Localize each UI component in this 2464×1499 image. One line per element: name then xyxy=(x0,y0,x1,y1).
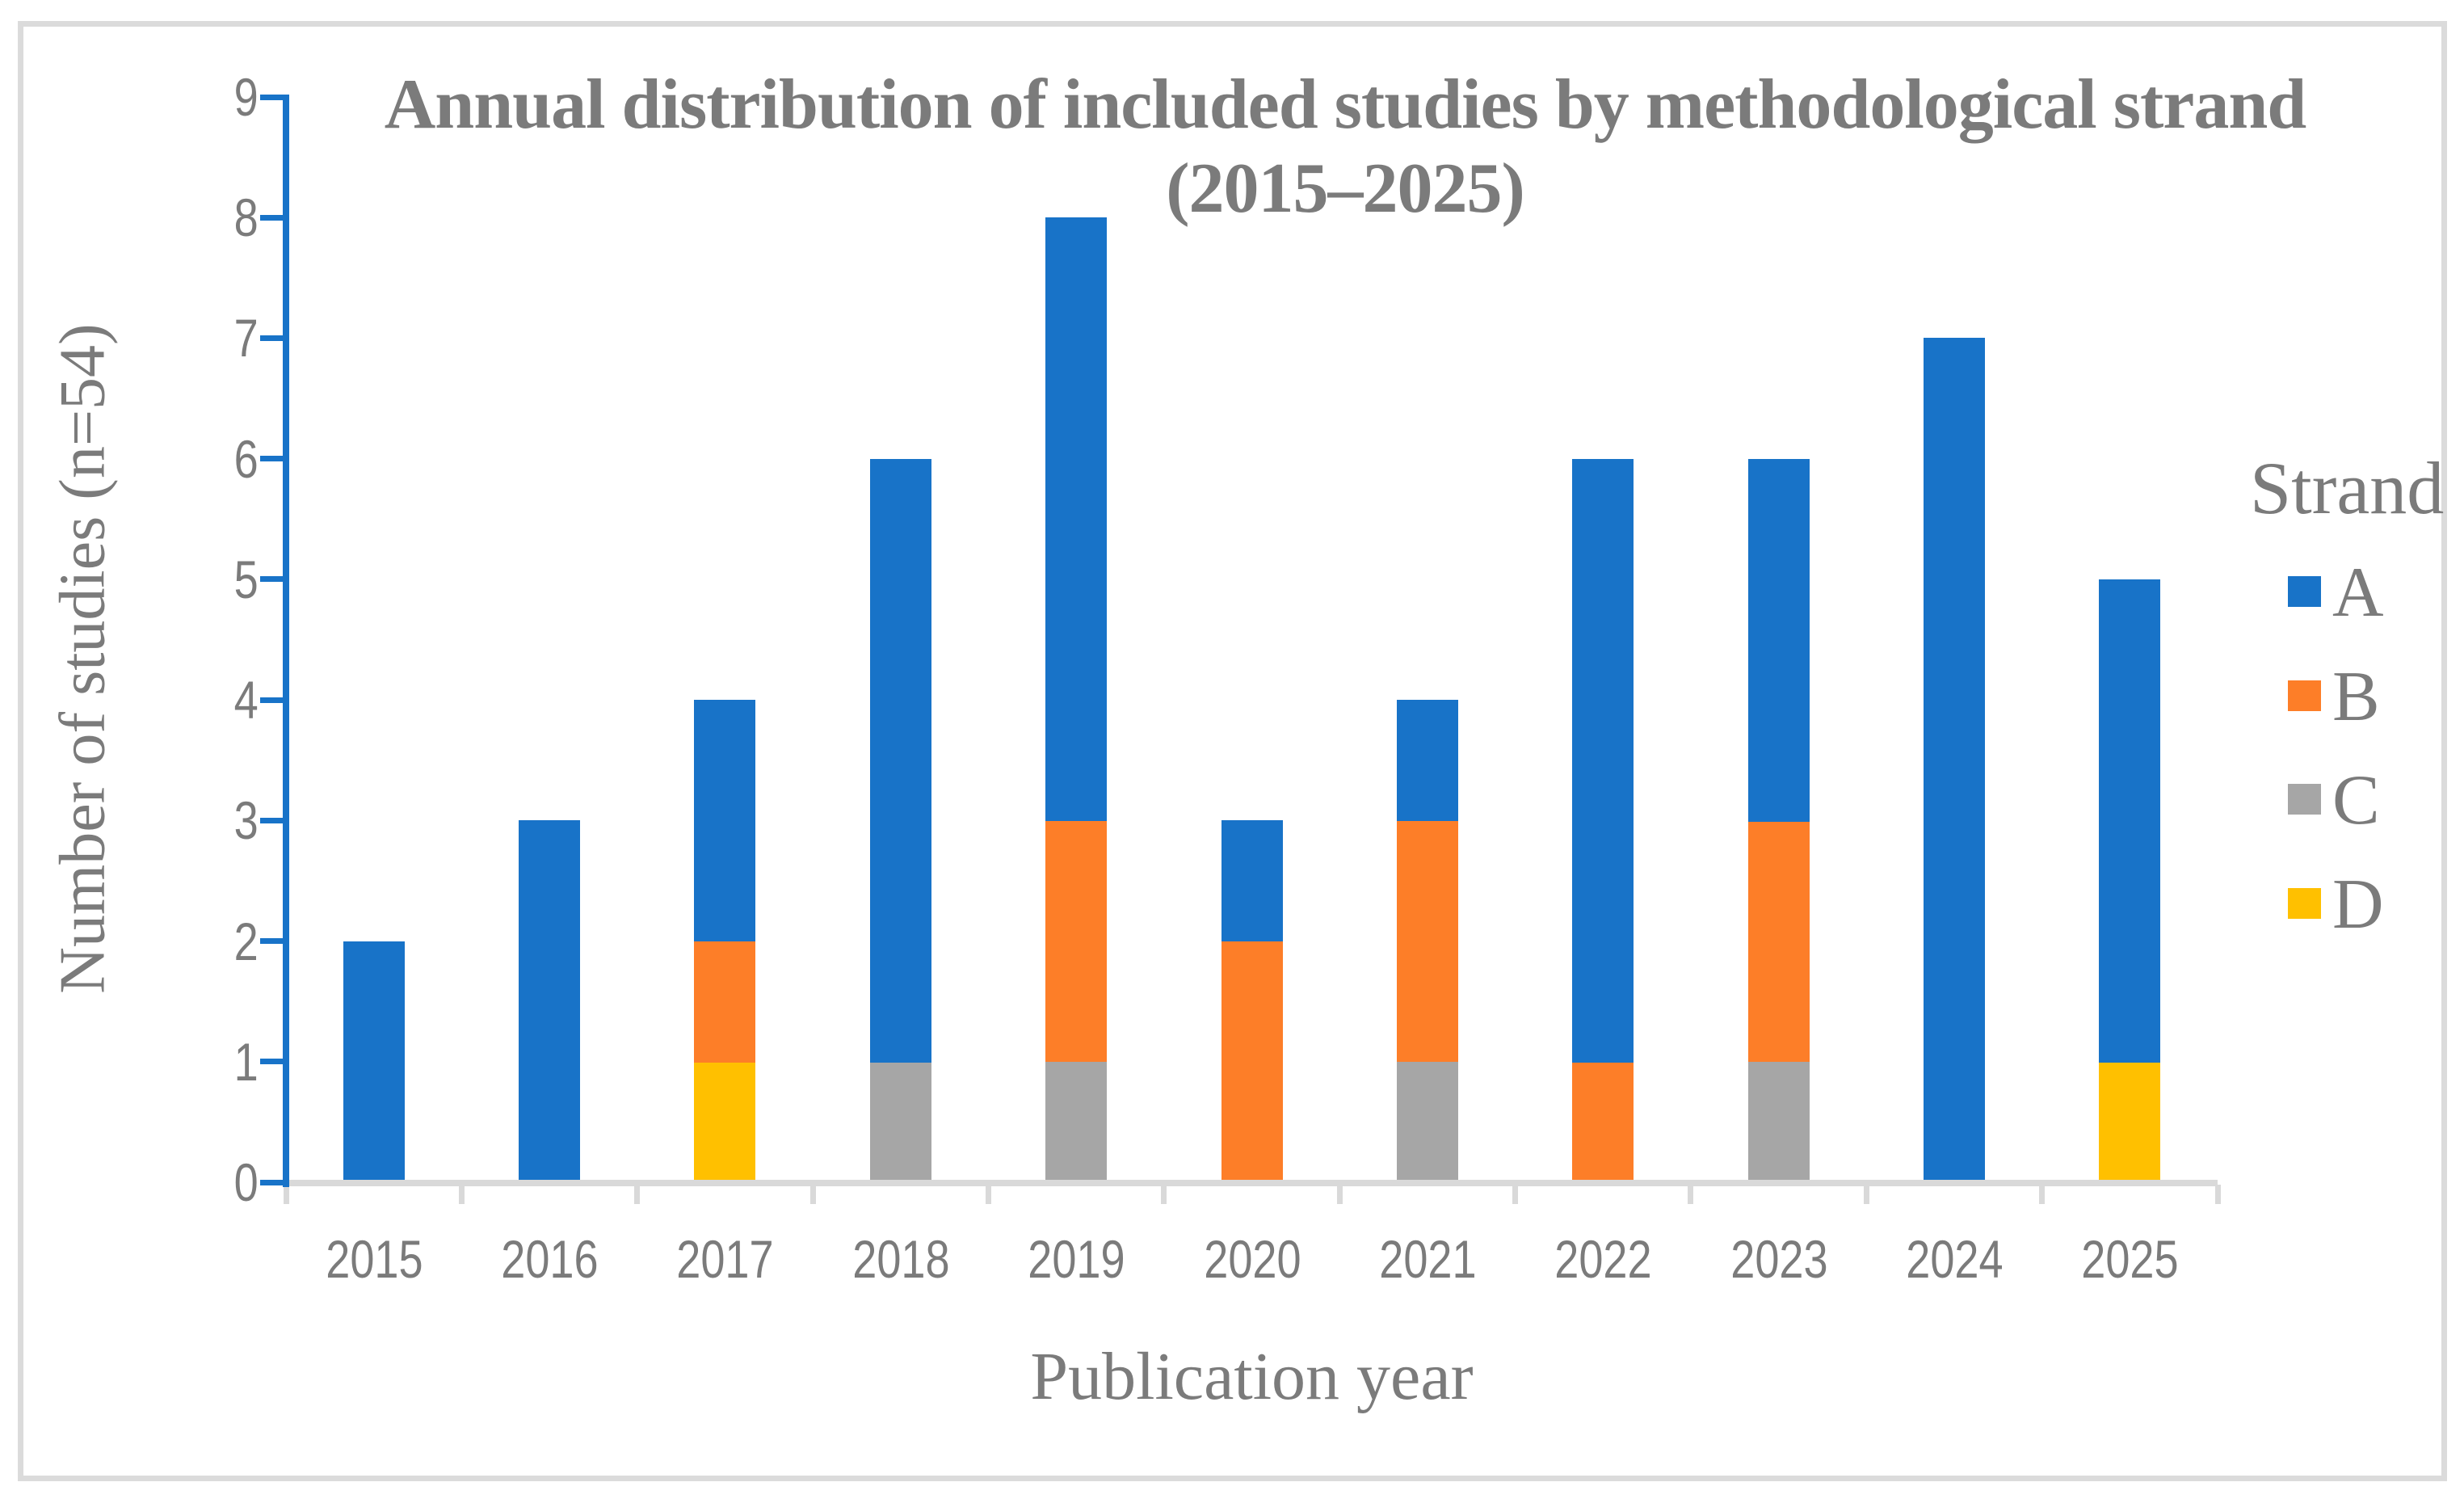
legend-swatch-A xyxy=(2288,576,2321,607)
x-tick-label-2024: 2024 xyxy=(1905,1229,2004,1289)
bar-segment-2019-B xyxy=(1045,820,1107,1062)
x-axis-tick xyxy=(1512,1185,1518,1204)
bar-segment-2020-A xyxy=(1221,820,1283,941)
legend-label-C: C xyxy=(2332,761,2380,840)
y-axis-title: Number of studies (n=54) xyxy=(47,323,119,994)
x-tick-label-2017: 2017 xyxy=(675,1229,774,1289)
bar-segment-2025-A xyxy=(2099,579,2160,1063)
y-tick-label-4: 4 xyxy=(233,670,259,730)
x-tick-label-2015: 2015 xyxy=(325,1229,423,1289)
bar-segment-2021-C xyxy=(1397,1062,1458,1183)
bar-segment-2024-A xyxy=(1924,338,1985,1183)
bar-segment-2016-A xyxy=(519,820,580,1183)
y-axis-tick xyxy=(260,1180,289,1185)
chart-title-line-2: (2015–2025) xyxy=(1166,149,1525,228)
y-axis-tick xyxy=(260,335,289,341)
y-axis-tick xyxy=(260,938,289,944)
x-tick-label-2022: 2022 xyxy=(1554,1229,1652,1289)
x-axis-tick xyxy=(2039,1185,2045,1204)
bar-segment-2017-A xyxy=(694,700,755,941)
bar-segment-2021-A xyxy=(1397,700,1458,821)
bar-segment-2022-A xyxy=(1572,459,1634,1063)
y-axis-tick xyxy=(260,818,289,823)
y-axis-tick xyxy=(260,456,289,461)
x-tick-label-2016: 2016 xyxy=(500,1229,599,1289)
y-axis-tick xyxy=(260,95,289,100)
x-tick-label-2018: 2018 xyxy=(851,1229,950,1289)
legend-label-B: B xyxy=(2332,658,2380,736)
x-axis-line xyxy=(286,1180,2218,1186)
x-tick-label-2023: 2023 xyxy=(1730,1229,1828,1289)
y-tick-label-6: 6 xyxy=(233,429,259,489)
chart-title-line-1: Annual distribution of included studies … xyxy=(384,65,2307,144)
y-tick-label-3: 3 xyxy=(233,790,259,850)
y-tick-label-5: 5 xyxy=(233,549,259,609)
bar-segment-2015-A xyxy=(343,941,405,1183)
x-axis-tick xyxy=(1688,1185,1693,1204)
legend-label-D: D xyxy=(2332,865,2384,944)
x-axis-title: Publication year xyxy=(1030,1339,1474,1414)
x-tick-label-2019: 2019 xyxy=(1027,1229,1125,1289)
y-tick-label-8: 8 xyxy=(233,187,259,247)
bar-segment-2018-C xyxy=(870,1062,931,1183)
x-axis-tick xyxy=(459,1185,465,1204)
bar-segment-2018-A xyxy=(870,459,931,1063)
x-axis-tick xyxy=(810,1185,816,1204)
y-axis-line xyxy=(283,95,289,1187)
x-axis-tick xyxy=(634,1185,640,1204)
x-axis-tick xyxy=(1161,1185,1167,1204)
y-axis-tick xyxy=(260,576,289,582)
y-tick-label-7: 7 xyxy=(233,308,259,368)
y-tick-label-2: 2 xyxy=(233,912,259,971)
y-tick-label-0: 0 xyxy=(233,1152,259,1212)
bar-segment-2019-A xyxy=(1045,217,1107,821)
bar-segment-2023-A xyxy=(1748,459,1810,822)
y-tick-label-9: 9 xyxy=(233,67,259,127)
bar-segment-2022-B xyxy=(1572,1062,1634,1183)
y-tick-label-1: 1 xyxy=(233,1032,259,1092)
x-axis-tick xyxy=(986,1185,991,1204)
x-axis-tick xyxy=(1864,1185,1869,1204)
y-axis-tick xyxy=(260,697,289,703)
y-axis-tick xyxy=(260,215,289,221)
bar-segment-2017-D xyxy=(694,1062,755,1183)
bar-segment-2017-B xyxy=(694,941,755,1063)
x-tick-label-2020: 2020 xyxy=(1203,1229,1301,1289)
legend-label-A: A xyxy=(2332,554,2384,632)
bar-segment-2019-C xyxy=(1045,1062,1107,1183)
x-axis-tick xyxy=(2215,1185,2221,1204)
legend-swatch-C xyxy=(2288,784,2321,815)
bar-segment-2020-B xyxy=(1221,941,1283,1183)
legend-swatch-B xyxy=(2288,680,2321,711)
legend-title: Strand xyxy=(2250,447,2445,529)
bar-segment-2023-C xyxy=(1748,1062,1810,1183)
x-axis-tick xyxy=(1337,1185,1343,1204)
x-tick-label-2021: 2021 xyxy=(1378,1229,1477,1289)
bar-segment-2021-B xyxy=(1397,820,1458,1062)
x-tick-label-2025: 2025 xyxy=(2080,1229,2179,1289)
bar-segment-2023-B xyxy=(1748,820,1810,1062)
legend-swatch-D xyxy=(2288,888,2321,919)
bar-segment-2025-D xyxy=(2099,1062,2160,1183)
figure-border xyxy=(18,21,2447,1481)
y-axis-tick xyxy=(260,1059,289,1064)
x-axis-tick xyxy=(284,1185,289,1204)
